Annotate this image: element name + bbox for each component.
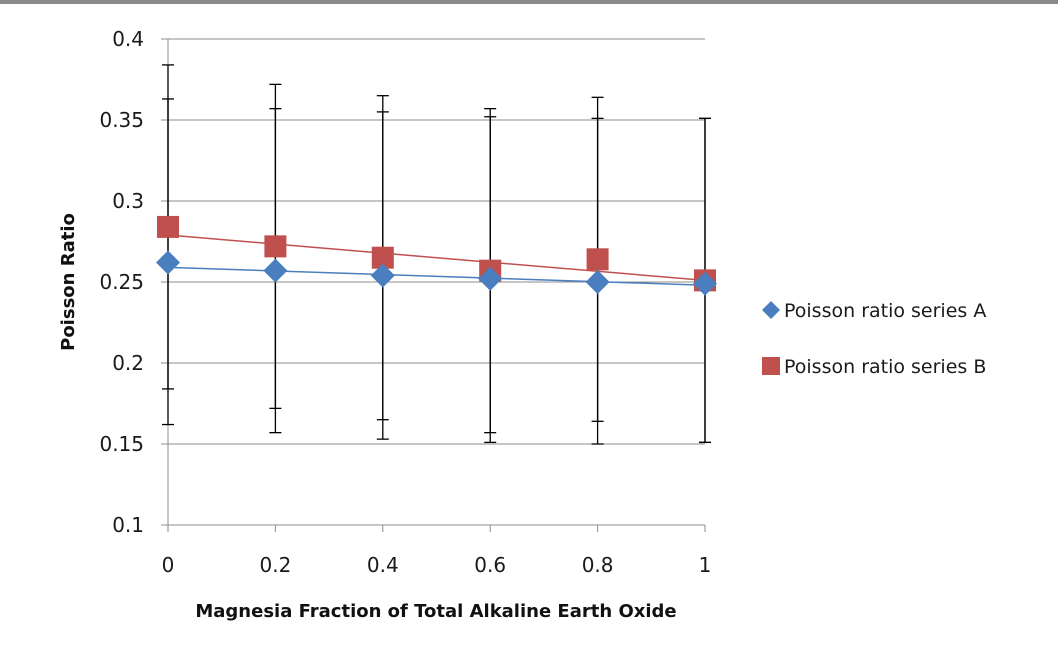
x-tick-label: 0: [162, 553, 175, 577]
point-series-b: [157, 215, 179, 238]
point-series-b: [586, 248, 609, 271]
y-axis-title: Poisson Ratio: [58, 213, 79, 351]
legend-item: Poisson ratio series A: [762, 300, 986, 322]
error-bars: [162, 64, 711, 445]
x-tick-label: 0.8: [582, 553, 614, 577]
legend-label: Poisson ratio series A: [784, 300, 986, 322]
x-tick-label: 0.2: [259, 553, 291, 577]
point-series-a: [156, 250, 180, 275]
y-tick-label: 0.3: [112, 189, 144, 213]
y-tick-label: 0.1: [112, 513, 144, 537]
y-tick-label: 0.15: [99, 432, 144, 456]
legend-label: Poisson ratio series B: [784, 356, 986, 378]
trendline-series-b: [167, 234, 706, 282]
trendlines: [167, 234, 706, 286]
point-series-b: [371, 246, 394, 269]
axes: [161, 38, 706, 532]
tick-labels: 0.1 0.15 0.2 0.25 0.3 0.35 0.4 0 0.2 0.4 0.6 0.8 1: [99, 27, 711, 577]
trendline-series-a: [167, 266, 706, 286]
point-series-a: [478, 266, 503, 291]
y-tick-label: 0.4: [112, 27, 144, 51]
data-points: [156, 215, 717, 296]
x-tick-label: 1: [699, 553, 712, 577]
top-border: [0, 0, 1058, 4]
legend: Poisson ratio series A Poisson ratio seri…: [762, 300, 986, 378]
y-tick-label: 0.35: [99, 108, 144, 132]
point-series-b: [264, 235, 287, 258]
legend-item: Poisson ratio series B: [762, 356, 986, 378]
point-series-a: [370, 263, 395, 288]
x-tick-label: 0.6: [474, 553, 506, 577]
point-series-a: [263, 258, 288, 283]
x-tick-label: 0.4: [367, 553, 399, 577]
point-series-a: [585, 270, 610, 294]
legend-diamond-icon: [762, 301, 780, 319]
y-tick-label: 0.2: [112, 351, 144, 375]
y-tick-label: 0.25: [99, 270, 144, 294]
legend-square-icon: [762, 357, 780, 375]
point-series-a: [693, 271, 717, 296]
x-axis-title: Magnesia Fraction of Total Alkaline Eart…: [195, 601, 676, 622]
